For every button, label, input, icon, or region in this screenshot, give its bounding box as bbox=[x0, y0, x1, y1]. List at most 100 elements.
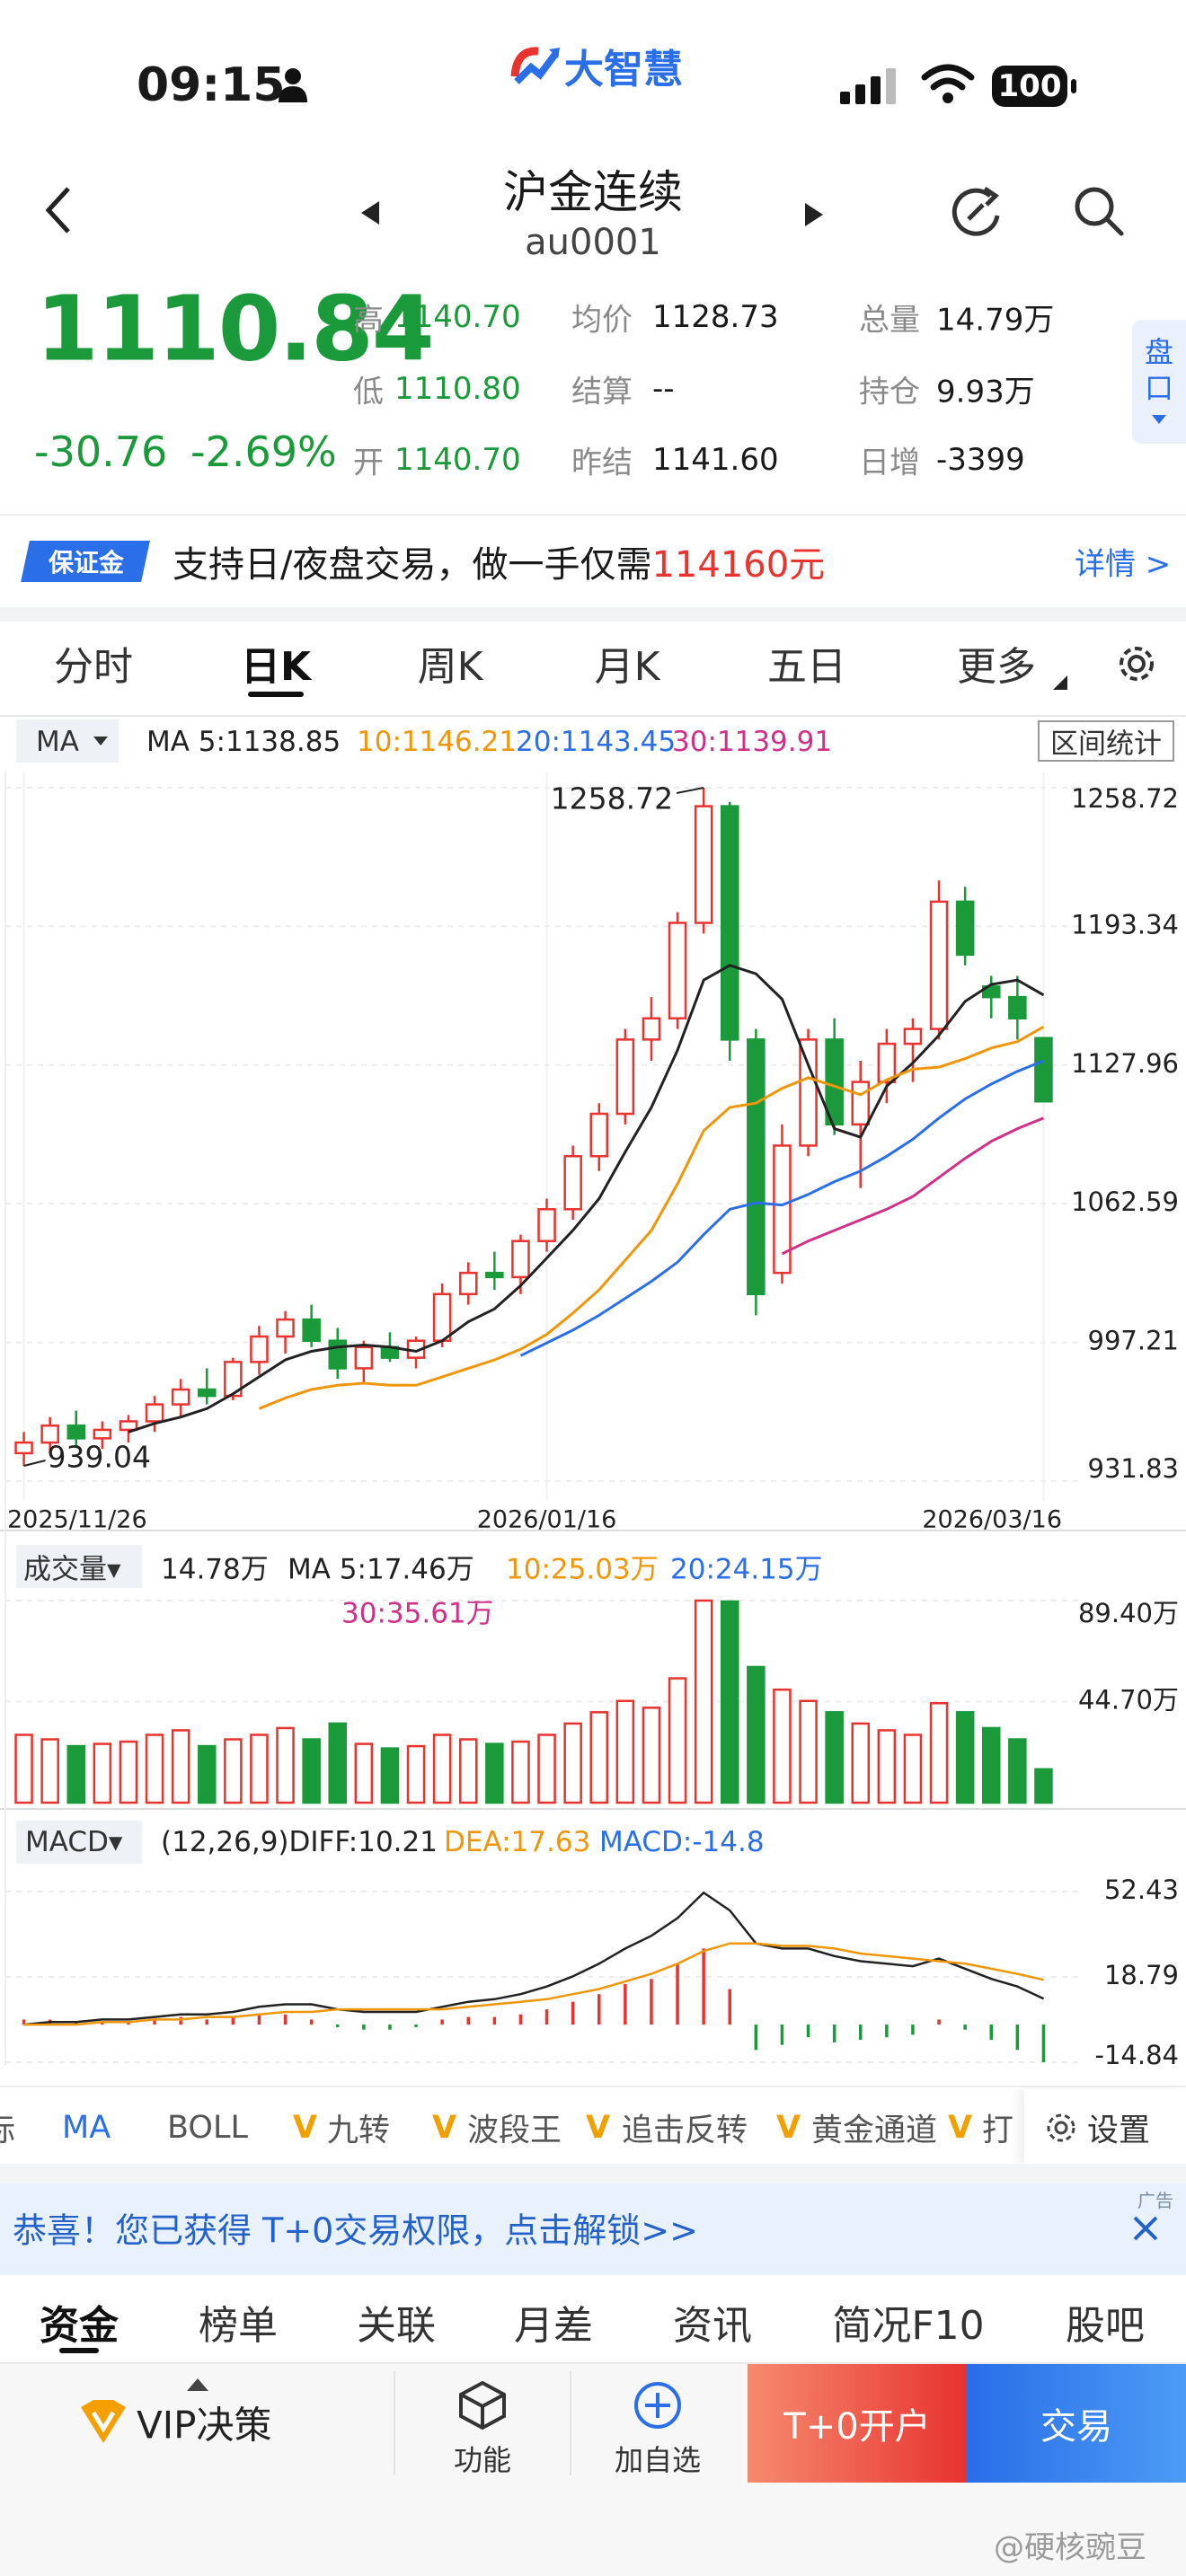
candle-body bbox=[799, 1038, 818, 1147]
indicator-active[interactable]: MA bbox=[62, 2110, 111, 2146]
refresh-button[interactable] bbox=[951, 185, 1003, 237]
indicator[interactable]: BOLL bbox=[167, 2110, 248, 2146]
volume-bar bbox=[851, 1722, 871, 1804]
banner-text: 支持日/夜盘交易，做一手仅需114160元 bbox=[173, 535, 825, 587]
add-icon bbox=[634, 2382, 681, 2429]
person-icon bbox=[279, 68, 307, 102]
open-account-button[interactable]: T+0开户 bbox=[783, 2406, 931, 2448]
gap bbox=[0, 2164, 1186, 2183]
volume-bar bbox=[642, 1707, 661, 1804]
period-tab[interactable]: 周K bbox=[417, 644, 483, 690]
candle-body bbox=[250, 1335, 269, 1363]
period-tab[interactable]: 更多 bbox=[957, 644, 1036, 690]
indicator[interactable]: 黄金通道 bbox=[811, 2113, 938, 2149]
indicator[interactable]: 追击反转 bbox=[622, 2113, 748, 2149]
open-account-bg[interactable] bbox=[748, 2364, 967, 2483]
candle-body bbox=[145, 1403, 164, 1423]
volume-bar bbox=[40, 1738, 59, 1804]
ma-line bbox=[258, 1025, 1045, 1410]
y-tick-label: 1062.59 bbox=[1071, 1187, 1179, 1217]
macd-legend: (12,26,9)DIFF:10.21 bbox=[161, 1826, 438, 1858]
prev-contract[interactable] bbox=[361, 201, 381, 225]
ma-line bbox=[519, 1059, 1045, 1357]
volume-bar bbox=[66, 1744, 86, 1804]
side-tab[interactable]: 盘口 bbox=[1145, 335, 1174, 405]
volume-selector-bg[interactable] bbox=[16, 1545, 142, 1588]
v-icon: V bbox=[586, 2110, 611, 2146]
volume-bar bbox=[224, 1738, 243, 1804]
stat-label: 日增 bbox=[859, 445, 920, 481]
trade-bg[interactable] bbox=[967, 2364, 1186, 2483]
kline-chart: 1258.72 1193.34 1127.96 1062.59 997.21 931.83… bbox=[0, 772, 1186, 2070]
info-tab[interactable]: 月差 bbox=[514, 2303, 593, 2349]
function-button[interactable]: 功能 bbox=[453, 2443, 512, 2477]
volume-bar bbox=[485, 1742, 504, 1804]
indicator[interactable]: 波段王 bbox=[467, 2113, 562, 2149]
y-tick-label: 1193.34 bbox=[1071, 909, 1179, 940]
candle-body bbox=[615, 1038, 635, 1116]
settings-gear[interactable] bbox=[1116, 643, 1157, 684]
stat-value: 1140.70 bbox=[394, 299, 521, 335]
annotation-leader bbox=[676, 787, 704, 794]
range-button[interactable]: 区间统计 bbox=[1050, 728, 1162, 761]
stat-label: 均价 bbox=[571, 302, 633, 339]
stat-label: 昨结 bbox=[571, 445, 633, 481]
search-button[interactable] bbox=[1073, 185, 1125, 237]
expand-arrow[interactable] bbox=[187, 2377, 208, 2391]
period-tab-active[interactable]: 日K bbox=[240, 644, 312, 690]
indicator[interactable]: 打 bbox=[982, 2113, 1014, 2149]
next-contract[interactable] bbox=[803, 203, 823, 226]
volume-bar bbox=[799, 1699, 818, 1804]
volume-bar bbox=[328, 1722, 348, 1804]
banner-amount: 114160元 bbox=[651, 544, 826, 586]
period-tab[interactable]: 分时 bbox=[54, 644, 133, 690]
volume-bar bbox=[668, 1677, 687, 1804]
macd-selector-bg[interactable] bbox=[16, 1821, 142, 1864]
info-tab[interactable]: 简况F10 bbox=[832, 2303, 985, 2349]
ma-line bbox=[781, 1116, 1045, 1256]
vip-button[interactable]: VIP决策 bbox=[137, 2403, 272, 2448]
stat-label: 低 bbox=[353, 374, 384, 410]
volume-bar bbox=[93, 1742, 112, 1804]
info-tab[interactable]: 关联 bbox=[357, 2303, 436, 2349]
macd-selector[interactable]: MACD▾ bbox=[25, 1826, 123, 1858]
settings-button[interactable]: 设置 bbox=[1087, 2113, 1151, 2149]
v-icon: V bbox=[432, 2110, 457, 2146]
volume-bar bbox=[276, 1726, 295, 1804]
indicator[interactable]: 九转 bbox=[327, 2113, 391, 2149]
stat-value: 14.79万 bbox=[936, 302, 1055, 339]
volume-bar bbox=[511, 1740, 530, 1804]
period-tab[interactable]: 五日 bbox=[767, 644, 846, 690]
y-tick-label: 52.43 bbox=[1104, 1875, 1179, 1905]
add-watchlist-button[interactable]: 加自选 bbox=[614, 2443, 702, 2477]
ad-close[interactable] bbox=[1132, 2215, 1159, 2242]
ma-selector[interactable]: MA bbox=[36, 726, 79, 758]
info-tab[interactable]: 榜单 bbox=[199, 2303, 278, 2349]
stat-value: -- bbox=[652, 371, 675, 407]
back-button[interactable] bbox=[45, 187, 72, 234]
trade-button[interactable]: 交易 bbox=[1040, 2406, 1112, 2448]
period-tab[interactable]: 月K bbox=[594, 644, 660, 690]
candle-body bbox=[224, 1361, 243, 1398]
ad-text[interactable]: 恭喜！您已获得 T+0交易权限，点击解锁>> bbox=[13, 2210, 698, 2251]
last-price: 1110.84 bbox=[36, 276, 434, 382]
volume-bar bbox=[981, 1726, 1001, 1804]
divider bbox=[570, 2371, 571, 2475]
annotation-label: 939.04 bbox=[48, 1439, 151, 1474]
volume-bar bbox=[955, 1711, 975, 1804]
stat-label: 总量 bbox=[859, 302, 920, 339]
volume-selector[interactable]: 成交量▾ bbox=[23, 1553, 121, 1586]
macd-legend: MACD:-14.8 bbox=[599, 1826, 765, 1858]
ad-banner[interactable] bbox=[0, 2183, 1186, 2275]
candle-body bbox=[929, 900, 949, 1030]
info-tab-active[interactable]: 资金 bbox=[40, 2303, 119, 2349]
stat-value: 1128.73 bbox=[652, 299, 779, 335]
info-tab[interactable]: 资讯 bbox=[673, 2303, 752, 2349]
indicator[interactable]: 标 bbox=[0, 2105, 15, 2151]
volume-bar bbox=[406, 1744, 426, 1804]
range-button-box[interactable] bbox=[1038, 720, 1174, 762]
info-tab[interactable]: 股吧 bbox=[1066, 2303, 1145, 2349]
volume-bar bbox=[720, 1600, 739, 1804]
candle-body bbox=[171, 1388, 190, 1406]
details-link[interactable]: 详情 > bbox=[1075, 546, 1172, 583]
